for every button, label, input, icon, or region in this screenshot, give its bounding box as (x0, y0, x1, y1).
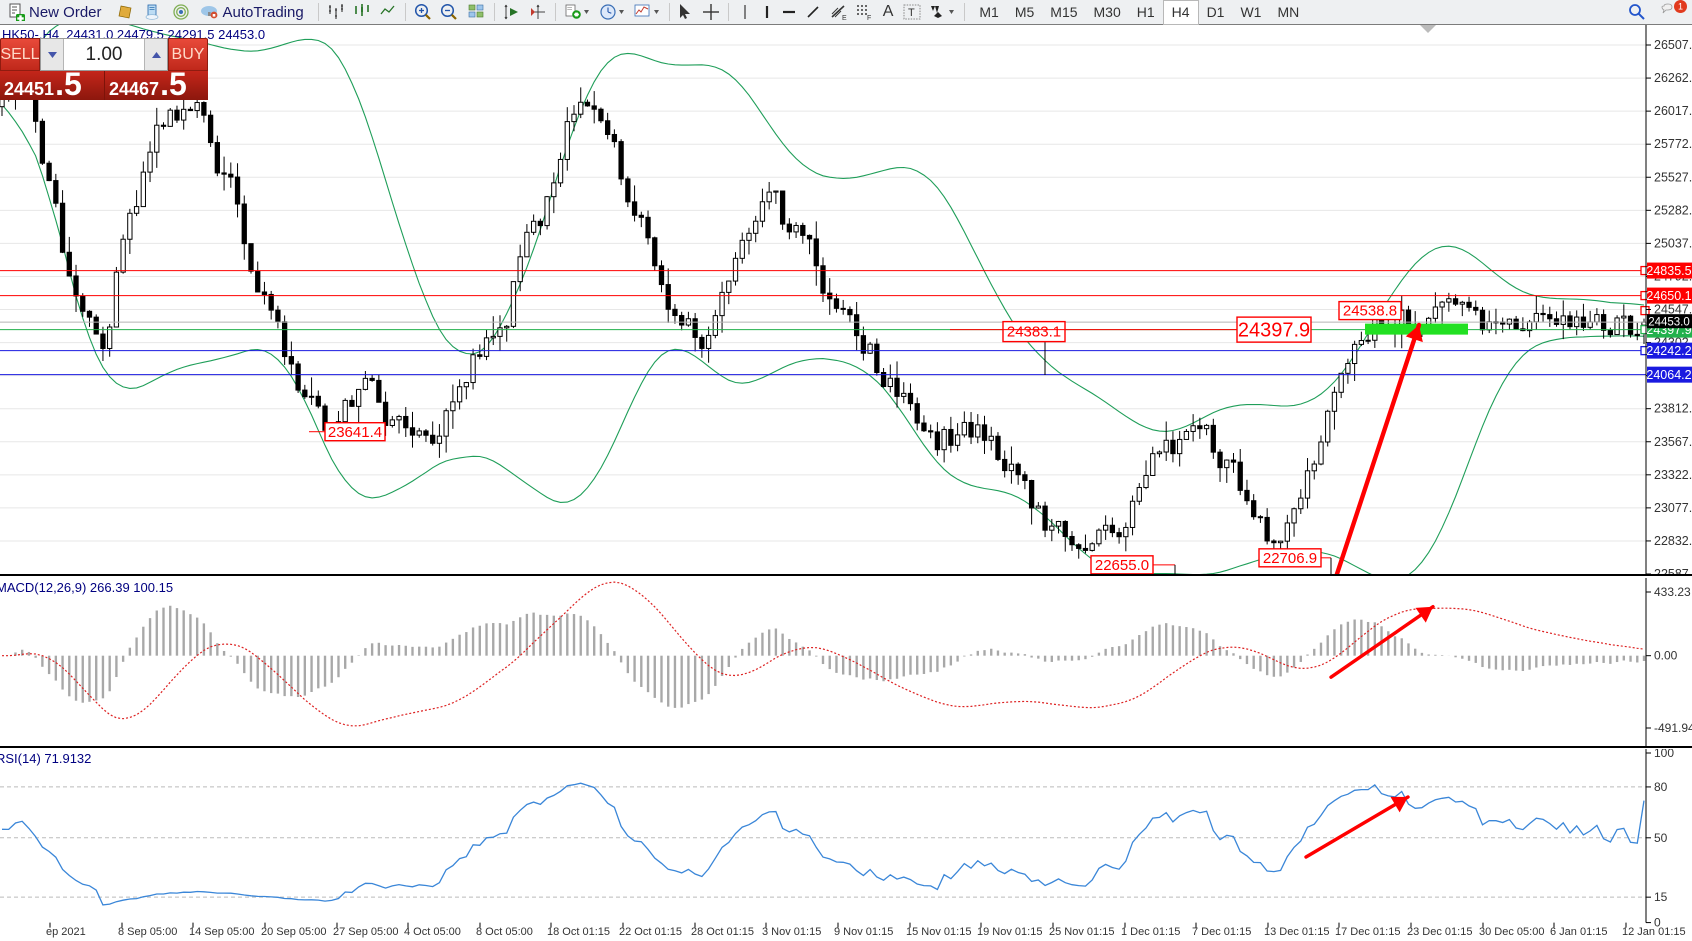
svg-text:1: 1 (1678, 2, 1683, 12)
svg-text:24835.5: 24835.5 (1646, 264, 1691, 278)
svg-text:23077.0: 23077.0 (1654, 501, 1692, 515)
svg-text:100: 100 (1654, 749, 1674, 760)
svg-text:22587.0: 22587.0 (1654, 567, 1692, 574)
svg-text:25527.0: 25527.0 (1654, 170, 1692, 184)
svg-text:26017.0: 26017.0 (1654, 104, 1692, 118)
svg-text:80: 80 (1654, 780, 1668, 794)
svg-text:25037.0: 25037.0 (1654, 236, 1692, 250)
svg-text:433.23: 433.23 (1654, 585, 1691, 599)
svg-text:22832.0: 22832.0 (1654, 534, 1692, 548)
svg-text:T: T (908, 7, 915, 19)
svg-text:15: 15 (1654, 890, 1668, 904)
svg-text:F: F (867, 15, 871, 21)
svg-text:26262.0: 26262.0 (1654, 71, 1692, 85)
svg-text:50: 50 (1654, 831, 1668, 845)
svg-text:23322.0: 23322.0 (1654, 468, 1692, 482)
svg-text:25772.0: 25772.0 (1654, 137, 1692, 151)
svg-text:23812.0: 23812.0 (1654, 402, 1692, 416)
svg-text:24453.0: 24453.0 (1648, 317, 1690, 329)
svg-text:24383.1: 24383.1 (1007, 324, 1061, 341)
svg-text:0.00: 0.00 (1654, 649, 1678, 663)
svg-text:26507.0: 26507.0 (1654, 38, 1692, 52)
svg-text:E: E (842, 15, 847, 21)
svg-text:24538.8: 24538.8 (1343, 303, 1397, 320)
svg-text:-491.94: -491.94 (1654, 721, 1692, 735)
svg-text:23641.4: 23641.4 (328, 424, 382, 441)
svg-text:24397.9: 24397.9 (1238, 319, 1310, 341)
svg-text:25282.0: 25282.0 (1654, 203, 1692, 217)
svg-text:22706.9: 22706.9 (1263, 550, 1317, 567)
svg-text:24242.2: 24242.2 (1646, 344, 1691, 358)
svg-text:22655.0: 22655.0 (1095, 557, 1149, 574)
svg-text:23567.0: 23567.0 (1654, 435, 1692, 449)
svg-text:24650.1: 24650.1 (1646, 289, 1691, 303)
svg-text:24064.2: 24064.2 (1646, 368, 1691, 382)
